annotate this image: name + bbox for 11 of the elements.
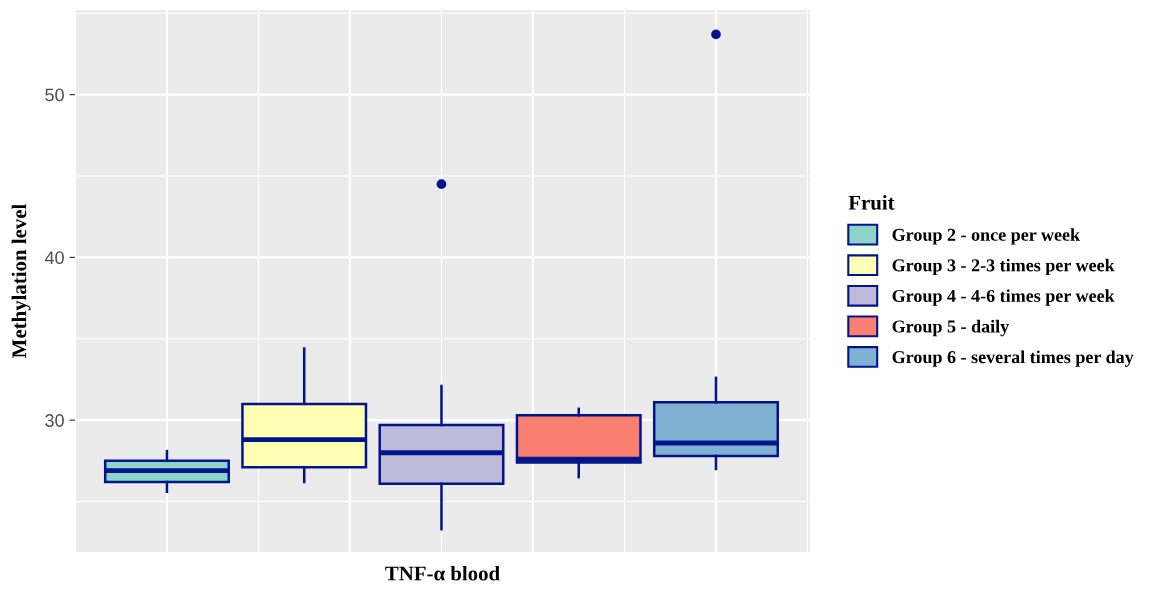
legend-label: Group 2 - once per week xyxy=(892,228,1081,245)
y-tick-label: 40 xyxy=(44,251,64,265)
legend-label: Group 5 - daily xyxy=(892,319,1010,337)
legend-label: Group 3 - 2-3 times per week xyxy=(892,258,1115,276)
legend-label: Group 4 - 4-6 times per week xyxy=(892,289,1115,306)
legend-title: Fruit xyxy=(848,195,895,210)
y-axis-title: Methylation level xyxy=(11,204,31,358)
y-tick-label: 50 xyxy=(45,88,64,102)
legend-label: Group 6 - several times per day xyxy=(892,350,1134,367)
y-tick-label: 30 xyxy=(45,414,64,427)
x-axis-title: TNF-α blood xyxy=(385,565,500,581)
